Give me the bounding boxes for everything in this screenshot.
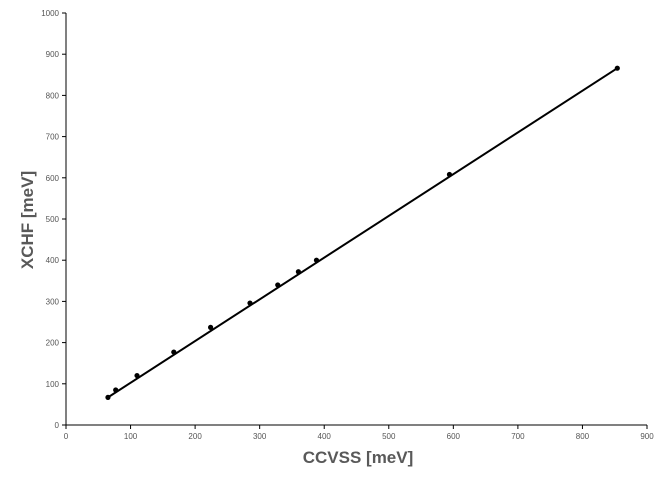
- y-tick-label: 200: [46, 339, 60, 348]
- x-tick-label: 200: [188, 432, 202, 441]
- y-tick-label: 600: [46, 174, 60, 183]
- data-point: [295, 269, 301, 275]
- x-tick-label: 0: [64, 432, 69, 441]
- y-tick-label: 100: [46, 380, 60, 389]
- trend-line: [107, 67, 618, 399]
- data-point: [614, 65, 620, 71]
- data-point: [313, 257, 320, 263]
- data-point: [171, 349, 177, 355]
- plot-area: 0 100 200 300 400 500 600 700 800 900 1000 0 100 200 3…: [41, 9, 654, 441]
- data-point: [113, 387, 119, 393]
- x-tick-label: 400: [318, 432, 332, 441]
- x-tick-label: 900: [640, 432, 654, 441]
- data-point: [105, 394, 111, 400]
- x-tick-label: 100: [124, 432, 138, 441]
- y-tick-label: 900: [46, 50, 60, 59]
- data-point: [134, 372, 140, 379]
- y-tick-label: 400: [46, 256, 60, 265]
- x-tick-label: 800: [576, 432, 590, 441]
- data-point: [247, 300, 253, 306]
- y-axis-title: XCHF [meV]: [18, 171, 37, 269]
- x-tick-label: 700: [511, 432, 525, 441]
- y-tick-label: 300: [46, 297, 60, 306]
- x-tick-label: 300: [253, 432, 267, 441]
- y-tick-label: 800: [46, 91, 60, 100]
- data-point: [208, 324, 214, 330]
- y-tick-label: 500: [46, 215, 60, 224]
- y-tick-label: 1000: [41, 9, 59, 18]
- y-tick-label: 700: [46, 133, 60, 142]
- x-tick-label: 500: [382, 432, 396, 441]
- x-tick-label: 600: [447, 432, 461, 441]
- data-point: [275, 282, 281, 288]
- data-point: [446, 171, 453, 178]
- x-axis-title: CCVSS [meV]: [303, 448, 414, 467]
- y-tick-label: 0: [55, 421, 60, 430]
